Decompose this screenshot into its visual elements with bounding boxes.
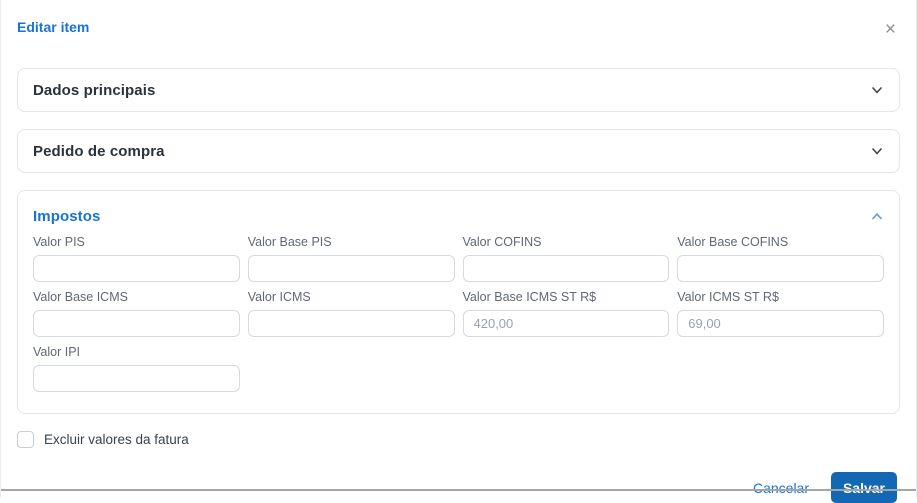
section-title: Dados principais [33,81,156,99]
valor-ipi-input[interactable] [33,365,240,392]
field-label: Valor IPI [33,345,81,359]
field-label: Valor Base ICMS ST R$ [462,290,597,304]
excluir-valores-row: Excluir valores da fatura [17,431,900,448]
field-valor-base-icms: Valor Base ICMS [33,290,240,337]
impostos-form-grid: Valor PIS Valor Base PIS Valor COFINS Va… [18,231,899,392]
valor-base-cofins-input[interactable] [677,255,884,282]
accordion-sections: Dados principais Pedido de compra Impost… [17,68,900,414]
save-button[interactable]: Salvar [831,472,897,503]
modal-header: Editar item × [1,0,916,40]
field-valor-icms-st: Valor ICMS ST R$ [677,290,884,337]
field-valor-cofins: Valor COFINS [462,235,670,282]
valor-base-icms-input[interactable] [33,310,240,337]
close-icon[interactable]: × [884,19,896,40]
checkbox-label: Excluir valores da fatura [44,432,189,447]
section-dados-principais: Dados principais [17,68,900,112]
valor-base-icms-st-input[interactable] [462,310,670,337]
section-pedido-de-compra-header[interactable]: Pedido de compra [18,130,899,172]
excluir-valores-checkbox[interactable] [17,431,34,448]
field-label: Valor Base ICMS [33,290,128,304]
field-valor-ipi: Valor IPI [33,345,240,392]
chevron-down-icon [872,87,882,94]
section-pedido-de-compra: Pedido de compra [17,129,900,173]
modal-footer: Cancelar Salvar [1,472,897,503]
field-label: Valor PIS [33,235,85,249]
modal-title: Editar item [17,19,90,35]
section-title: Impostos [33,207,101,225]
field-label: Valor ICMS ST R$ [677,290,779,304]
section-impostos: Impostos Valor PIS Valor Base PIS Valor … [17,190,900,414]
section-impostos-header[interactable]: Impostos [18,191,899,231]
valor-icms-st-input[interactable] [677,310,884,337]
valor-base-pis-input[interactable] [247,255,455,282]
bottom-scrollbar[interactable] [1,489,916,491]
chevron-down-icon [872,148,882,155]
cancel-button[interactable]: Cancelar [749,474,813,502]
chevron-up-icon [872,213,882,220]
field-valor-base-icms-st: Valor Base ICMS ST R$ [462,290,670,337]
valor-icms-input[interactable] [247,310,455,337]
field-label: Valor COFINS [462,235,542,249]
field-label: Valor Base PIS [247,235,332,249]
field-valor-base-cofins: Valor Base COFINS [677,235,884,282]
section-dados-principais-header[interactable]: Dados principais [18,69,899,111]
field-valor-icms: Valor ICMS [247,290,455,337]
field-label: Valor Base COFINS [677,235,789,249]
field-valor-base-pis: Valor Base PIS [247,235,455,282]
field-valor-pis: Valor PIS [33,235,240,282]
field-label: Valor ICMS [247,290,311,304]
valor-pis-input[interactable] [33,255,240,282]
valor-cofins-input[interactable] [462,255,670,282]
section-title: Pedido de compra [33,142,165,160]
